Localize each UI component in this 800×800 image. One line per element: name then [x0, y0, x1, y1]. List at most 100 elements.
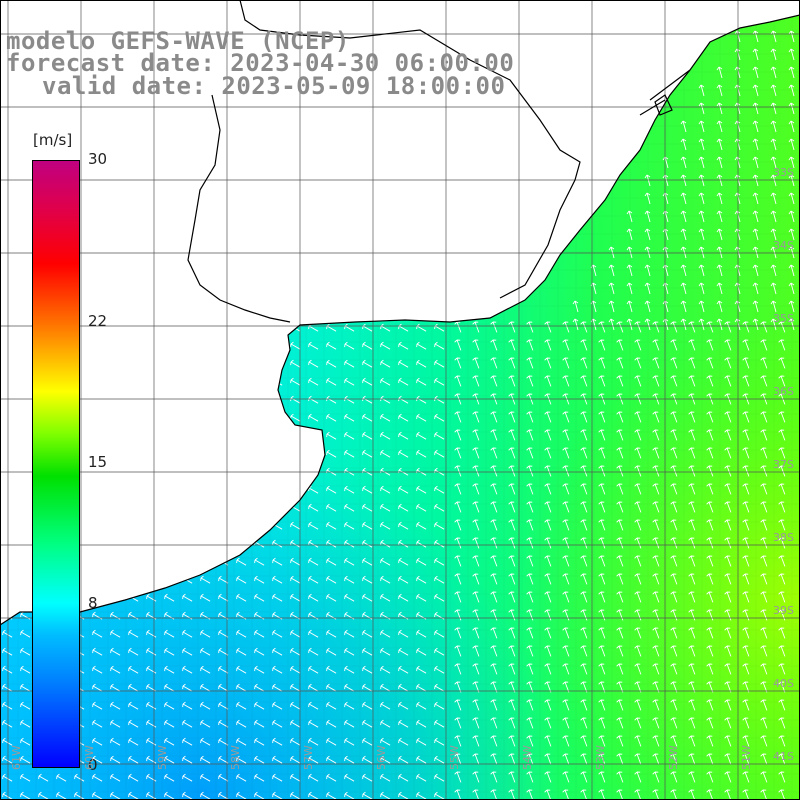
wind-arrow [760, 717, 768, 729]
wind-arrow [164, 791, 175, 800]
wind-arrow [236, 701, 247, 710]
wind-arrow [92, 773, 103, 782]
wind-arrow [652, 627, 660, 639]
wind-arrow [670, 465, 678, 477]
wind-arrow [608, 318, 615, 331]
wind-arrow [598, 357, 606, 369]
wind-arrow [236, 629, 247, 638]
wind-arrow [290, 359, 301, 368]
wind-arrow [580, 483, 588, 495]
wind-arrow [770, 300, 777, 313]
wind-arrow [272, 539, 283, 548]
wind-arrow [626, 228, 633, 241]
wind-arrow [128, 665, 139, 674]
wind-arrow [562, 753, 570, 765]
wind-arrow [788, 48, 795, 61]
wind-arrow [778, 537, 786, 549]
wind-arrow [760, 375, 768, 387]
wind-arrow [706, 501, 714, 513]
wind-arrow [110, 755, 121, 764]
wind-arrow [254, 755, 265, 764]
wind-arrow [380, 701, 391, 710]
wind-arrow [562, 735, 570, 747]
wind-arrow [56, 773, 67, 782]
longitude-label: 57W [302, 745, 315, 770]
wind-arrow [344, 683, 355, 692]
wind-arrow [526, 501, 534, 513]
wind-arrow [218, 593, 229, 602]
wind-arrow [344, 629, 355, 638]
wind-arrow [644, 282, 651, 295]
wind-arrow [670, 429, 678, 441]
wind-arrow [544, 735, 552, 747]
wind-arrow [752, 156, 759, 169]
wind-arrow [634, 465, 642, 477]
wind-arrow [724, 735, 732, 747]
wind-arrow [344, 449, 355, 458]
wind-arrow [788, 66, 795, 79]
wind-arrow [490, 339, 498, 351]
wind-arrow [634, 555, 642, 567]
wind-arrow [526, 789, 534, 800]
wind-arrow [724, 609, 732, 621]
wind-arrow [616, 483, 624, 495]
wind-arrow [788, 228, 795, 241]
wind-arrow [2, 647, 13, 656]
wind-arrow [272, 575, 283, 584]
wind-arrow [472, 321, 480, 333]
wind-arrow [680, 192, 687, 205]
wind-arrow [670, 609, 678, 621]
wind-arrow [760, 357, 768, 369]
wind-arrow [598, 771, 606, 783]
latitude-label: 34S [773, 239, 794, 252]
wind-arrow [454, 501, 462, 513]
wind-arrow [562, 465, 570, 477]
wind-arrow [380, 485, 391, 494]
wind-arrow [290, 521, 301, 530]
wind-arrow [698, 120, 705, 133]
wind-arrow [688, 789, 696, 800]
wind-arrow [562, 519, 570, 531]
wind-arrow [472, 591, 480, 603]
wind-arrow [544, 753, 552, 765]
wind-arrow [398, 521, 409, 530]
wind-arrow [380, 521, 391, 530]
wind-arrow [544, 591, 552, 603]
wind-arrow [634, 483, 642, 495]
wind-arrow [326, 485, 337, 494]
wind-arrow [598, 555, 606, 567]
wind-arrow [490, 717, 498, 729]
wind-arrow [146, 665, 157, 674]
wind-arrow [706, 717, 714, 729]
wind-arrow [526, 735, 534, 747]
wind-arrow [362, 341, 373, 350]
wind-arrow [92, 629, 103, 638]
wind-arrow [508, 645, 516, 657]
wind-arrow [290, 629, 301, 638]
wind-arrow [490, 555, 498, 567]
wind-arrow [598, 519, 606, 531]
wind-arrow [742, 411, 750, 423]
wind-arrow [2, 629, 13, 638]
wind-arrow [272, 791, 283, 800]
wind-arrow [778, 573, 786, 585]
wind-arrow [362, 791, 373, 800]
wind-arrow [616, 699, 624, 711]
wind-arrow [752, 282, 759, 295]
wind-arrow [490, 591, 498, 603]
latitude-label: 36S [773, 385, 794, 398]
wind-arrow [20, 683, 31, 692]
wind-arrow [290, 575, 301, 584]
wind-arrow [752, 318, 759, 331]
wind-arrow [56, 791, 67, 800]
wind-arrow [652, 789, 660, 800]
wind-arrow [218, 575, 229, 584]
wind-arrow [706, 321, 714, 333]
wind-arrow [544, 501, 552, 513]
wind-arrow [698, 174, 705, 187]
wind-arrow [760, 483, 768, 495]
wind-arrow [652, 609, 660, 621]
wind-arrow [778, 519, 786, 531]
wind-arrow [308, 737, 319, 746]
